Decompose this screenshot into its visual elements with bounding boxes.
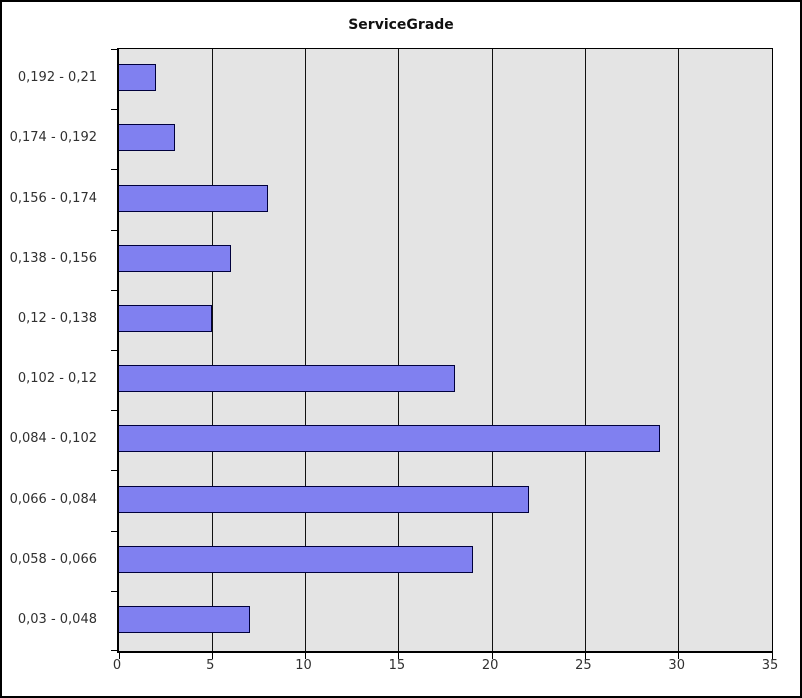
y-axis-label: 0,03 - 0,048 xyxy=(17,611,97,627)
gridline xyxy=(211,49,213,651)
y-axis-label: 0,102 - 0,12 xyxy=(17,371,97,387)
gridline xyxy=(305,49,307,651)
bar xyxy=(119,365,455,393)
y-axis-label: 0,192 - 0,21 xyxy=(17,70,97,86)
gridline xyxy=(491,49,493,651)
x-axis-tick-label: 15 xyxy=(388,658,406,673)
y-axis-label: 0,12 - 0,138 xyxy=(17,310,97,326)
x-axis-tick xyxy=(491,653,493,659)
gridline xyxy=(584,49,586,651)
bar xyxy=(119,124,175,152)
x-axis-tick-label: 20 xyxy=(481,658,499,673)
y-axis-tick xyxy=(111,49,117,50)
bar xyxy=(119,184,269,212)
x-axis-labels: 0 5 10 15 20 25 30 35 xyxy=(113,658,778,676)
x-axis-tick xyxy=(771,653,773,659)
bar xyxy=(119,64,157,92)
y-axis-label: 0,174 - 0,192 xyxy=(9,130,97,146)
y-axis-label: 0,156 - 0,174 xyxy=(9,190,97,206)
x-axis-tick xyxy=(584,653,586,659)
plot-area xyxy=(111,48,773,659)
x-axis-tick-label: 30 xyxy=(668,658,685,673)
y-axis-tick xyxy=(111,229,117,231)
y-axis-label: 0,084 - 0,102 xyxy=(9,431,97,447)
y-axis-tick xyxy=(111,590,117,592)
x-axis-tick xyxy=(118,653,120,659)
y-axis-tick xyxy=(111,650,117,651)
y-axis-label: 0,058 - 0,066 xyxy=(9,551,97,567)
chart-title: ServiceGrade xyxy=(348,17,454,33)
x-axis-tick-label: 0 xyxy=(112,658,122,673)
bar xyxy=(119,485,530,513)
x-axis-tick-label: 5 xyxy=(206,658,215,673)
y-axis-tick xyxy=(111,470,117,472)
x-axis-tick xyxy=(398,653,400,659)
gridline xyxy=(398,49,400,651)
y-axis-label: 0,138 - 0,156 xyxy=(9,250,97,266)
y-axis-tick xyxy=(111,350,117,351)
y-axis-tick xyxy=(111,410,117,412)
x-axis-tick xyxy=(211,653,213,659)
gridline xyxy=(678,49,680,651)
y-axis-tick xyxy=(111,109,117,111)
bar xyxy=(119,304,213,332)
x-axis-tick-label: 10 xyxy=(295,658,312,673)
bar xyxy=(119,425,661,453)
y-axis-tick xyxy=(111,169,117,171)
y-axis-labels: 0,192 - 0,21 0,174 - 0,192 0,156 - 0,174 0,… xyxy=(2,48,107,650)
x-axis-tick-label: 35 xyxy=(761,658,779,673)
bar xyxy=(119,244,231,272)
x-axis-tick xyxy=(305,653,307,659)
y-axis-label: 0,066 - 0,084 xyxy=(9,491,97,507)
bar xyxy=(119,605,250,633)
y-axis-tick xyxy=(111,530,117,532)
bar xyxy=(119,545,474,573)
x-axis-tick-label: 25 xyxy=(575,658,592,673)
y-axis-tick xyxy=(111,289,117,291)
x-axis-tick xyxy=(678,653,680,659)
